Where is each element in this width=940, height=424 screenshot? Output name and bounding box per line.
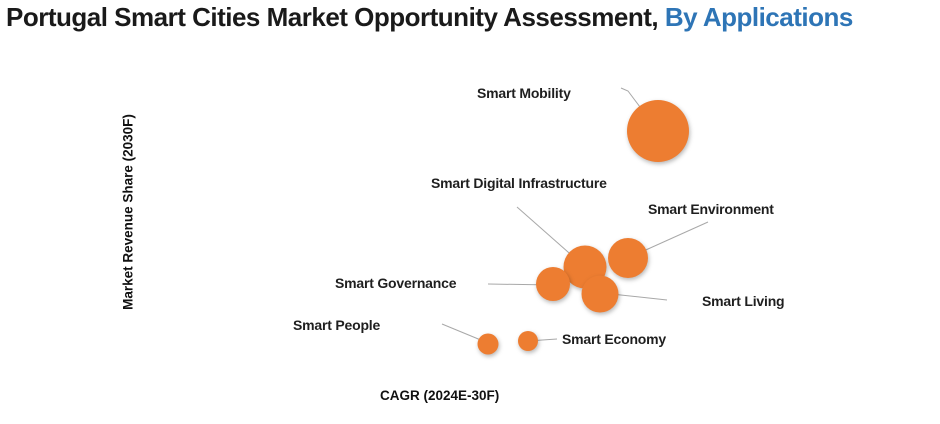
bubble-label-smart-environment: Smart Environment bbox=[648, 201, 774, 217]
bubble-smart-environment bbox=[608, 238, 648, 278]
chart-title: Portugal Smart Cities Market Opportunity… bbox=[6, 2, 853, 33]
bubble-smart-governance bbox=[536, 267, 570, 301]
chart-title-main: Portugal Smart Cities Market Opportunity… bbox=[6, 2, 659, 32]
bubble-smart-mobility bbox=[627, 100, 689, 162]
x-axis-label: CAGR (2024E-30F) bbox=[380, 388, 500, 403]
bubble-label-smart-governance: Smart Governance bbox=[335, 275, 457, 291]
bubble-label-smart-digital-infrastructure: Smart Digital Infrastructure bbox=[431, 175, 607, 191]
bubble-label-smart-economy: Smart Economy bbox=[562, 331, 666, 347]
bubble-smart-people bbox=[477, 333, 499, 355]
bubble-label-smart-people: Smart People bbox=[293, 317, 381, 333]
bubble-smart-economy bbox=[518, 331, 538, 351]
bubble-label-smart-mobility: Smart Mobility bbox=[477, 85, 571, 101]
chart-title-highlight: By Applications bbox=[658, 2, 854, 32]
bubble-smart-living bbox=[581, 275, 619, 313]
bubble-label-smart-living: Smart Living bbox=[702, 293, 785, 309]
